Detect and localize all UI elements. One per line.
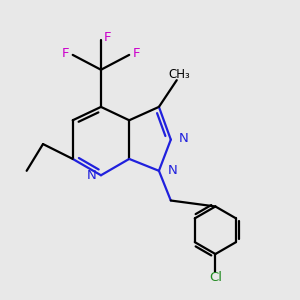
Text: N: N <box>87 169 97 182</box>
Text: F: F <box>133 47 140 60</box>
Text: F: F <box>61 47 69 60</box>
Text: F: F <box>104 31 111 44</box>
Text: N: N <box>168 164 178 177</box>
Text: Cl: Cl <box>209 271 222 284</box>
Text: CH₃: CH₃ <box>169 68 190 81</box>
Text: N: N <box>179 132 189 145</box>
